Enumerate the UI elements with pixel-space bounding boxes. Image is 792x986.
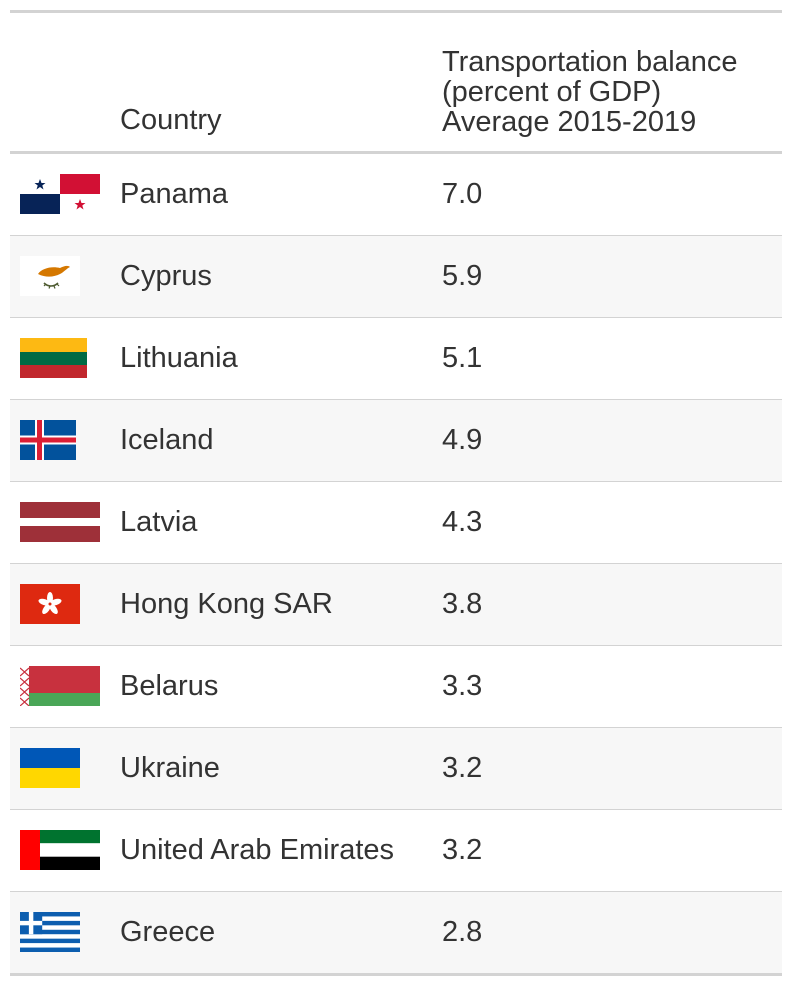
top-rule bbox=[10, 10, 782, 13]
cyprus-flag-icon bbox=[20, 256, 100, 296]
table-row: Hong Kong SAR 3.8 bbox=[10, 564, 782, 646]
balance-value: 3.8 bbox=[442, 588, 483, 620]
balance-value: 3.2 bbox=[442, 834, 483, 866]
latvia-flag-icon bbox=[20, 502, 100, 542]
column-header-metric-line: Average 2015-2019 bbox=[442, 106, 697, 138]
column-header-metric: Transportation balance (percent of GDP) … bbox=[442, 47, 738, 137]
table-row: Cyprus 5.9 bbox=[10, 236, 782, 318]
data-table: Country Transportation balance (percent … bbox=[10, 10, 782, 976]
greece-flag-icon bbox=[20, 912, 100, 952]
lithuania-flag-icon bbox=[20, 338, 100, 378]
table-row: Panama 7.0 bbox=[10, 154, 782, 236]
column-header-metric-line: (percent of GDP) bbox=[442, 76, 662, 108]
column-header-metric-line: Transportation balance bbox=[442, 46, 738, 78]
ukraine-flag-icon bbox=[20, 748, 100, 788]
uae-flag-icon bbox=[20, 830, 100, 870]
panama-flag-icon bbox=[20, 174, 100, 214]
hong-kong-flag-icon bbox=[20, 584, 100, 624]
table-row: Iceland 4.9 bbox=[10, 400, 782, 482]
table-row: Greece 2.8 bbox=[10, 892, 782, 976]
balance-value: 5.1 bbox=[442, 342, 483, 374]
country-name: United Arab Emirates bbox=[120, 834, 395, 866]
table-row: Ukraine 3.2 bbox=[10, 728, 782, 810]
country-name: Iceland bbox=[120, 424, 214, 456]
balance-value: 3.3 bbox=[442, 670, 483, 702]
country-name: Hong Kong SAR bbox=[120, 588, 333, 620]
country-name: Cyprus bbox=[120, 260, 212, 292]
country-name: Latvia bbox=[120, 506, 198, 538]
table-row: Latvia 4.3 bbox=[10, 482, 782, 564]
balance-value: 4.9 bbox=[442, 424, 483, 456]
iceland-flag-icon bbox=[20, 420, 100, 460]
country-name: Panama bbox=[120, 178, 229, 210]
country-name: Ukraine bbox=[120, 752, 220, 784]
table-row: Belarus 3.3 bbox=[10, 646, 782, 728]
table-row: Lithuania 5.1 bbox=[10, 318, 782, 400]
balance-value: 2.8 bbox=[442, 916, 483, 948]
table-header: Country Transportation balance (percent … bbox=[10, 13, 782, 154]
country-name: Lithuania bbox=[120, 342, 238, 374]
balance-value: 7.0 bbox=[442, 178, 483, 210]
table-row: United Arab Emirates 3.2 bbox=[10, 810, 782, 892]
column-header-country: Country bbox=[120, 104, 222, 136]
balance-value: 4.3 bbox=[442, 506, 483, 538]
balance-value: 5.9 bbox=[442, 260, 483, 292]
country-name: Greece bbox=[120, 916, 216, 948]
belarus-flag-icon bbox=[20, 666, 100, 706]
country-name: Belarus bbox=[120, 670, 219, 702]
balance-value: 3.2 bbox=[442, 752, 483, 784]
